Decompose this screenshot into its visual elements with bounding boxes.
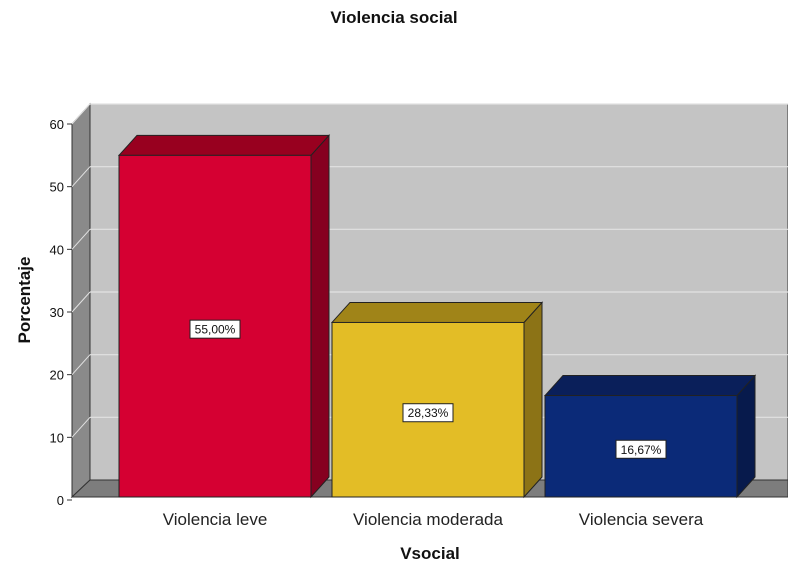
x-axis-title: Vsocial — [400, 544, 460, 563]
bar-side — [523, 301, 543, 499]
gridline-side — [71, 228, 91, 250]
y-axis: 0 10 20 30 40 50 60 — [50, 117, 72, 508]
gridline-side — [71, 416, 91, 438]
data-label-box — [189, 319, 241, 339]
y-tick-label: 50 — [50, 180, 64, 195]
bar-top — [543, 375, 757, 397]
y-tick-label: 30 — [50, 305, 64, 320]
x-tick-label: Violencia leve — [163, 510, 268, 529]
gridline-side — [71, 166, 91, 188]
y-axis-title: Porcentaje — [15, 256, 34, 344]
y-tick-label: 20 — [50, 368, 64, 383]
data-label-box — [402, 403, 454, 423]
bar-side — [310, 134, 330, 499]
gridline-side — [71, 291, 91, 313]
data-label: 16,67% — [621, 443, 662, 457]
y-tick-label: 40 — [50, 242, 64, 257]
data-label: 28,33% — [408, 406, 449, 420]
y-tick-label: 0 — [57, 493, 64, 508]
data-label: 55,00% — [195, 323, 236, 337]
plot-side-wall — [71, 102, 91, 499]
y-tick-label: 60 — [50, 117, 64, 132]
bar-top — [330, 301, 544, 323]
gridline-side — [71, 103, 91, 125]
y-tick-label: 10 — [50, 430, 64, 445]
data-label-box — [615, 439, 667, 459]
bar-top — [117, 134, 331, 156]
bar-side — [736, 374, 756, 499]
x-axis: Violencia leve Violencia moderada Violenci… — [163, 510, 704, 529]
x-tick-label: Violencia severa — [579, 510, 704, 529]
bars: 55,00% 28,33% 16,67% — [117, 134, 757, 499]
gridline-side — [71, 354, 91, 376]
x-tick-label: Violencia moderada — [353, 510, 503, 529]
chart-title: Violencia social — [330, 8, 458, 27]
